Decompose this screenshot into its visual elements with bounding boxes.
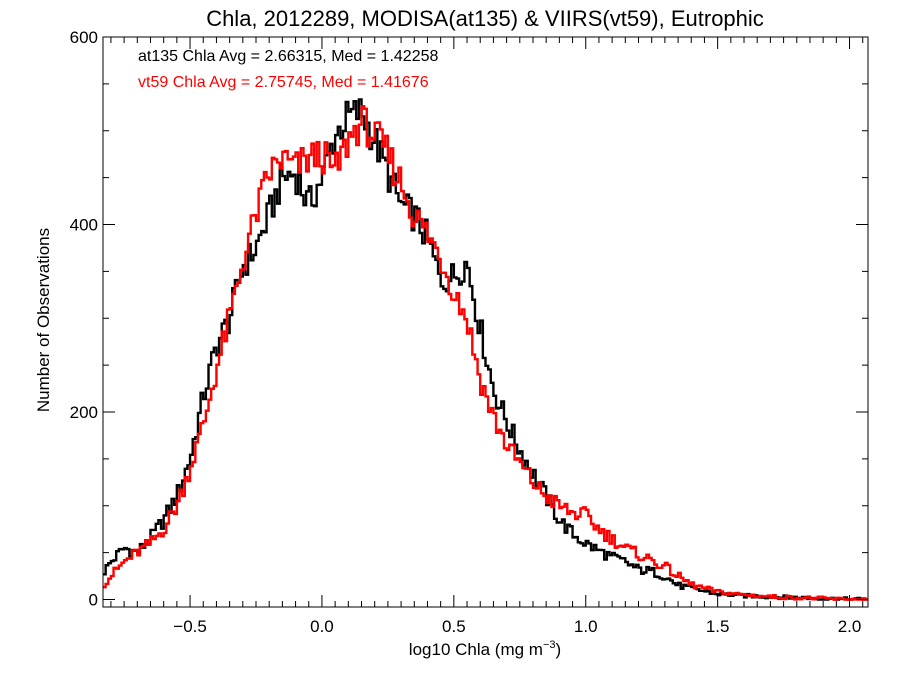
annotation-0: at135 Chla Avg = 2.66315, Med = 1.42258 [138, 48, 438, 65]
x-tick-label: 0.5 [442, 617, 466, 636]
x-tick-label: 2.0 [838, 617, 862, 636]
axis-ticks: −0.5 0.0 0.5 1.0 1.5 2.0 0 200 400 600 [70, 28, 868, 636]
plot-series [103, 98, 868, 601]
annotations: at135 Chla Avg = 2.66315, Med = 1.42258 v… [138, 48, 438, 91]
y-axis-label: Number of Observations [34, 228, 53, 412]
x-tick-label: 1.5 [706, 617, 730, 636]
x-tick-label: 1.0 [574, 617, 598, 636]
x-axis-label-close: ) [556, 640, 562, 659]
x-tick-label: −0.5 [173, 617, 207, 636]
chart-title: Chla, 2012289, MODISA(at135) & VIIRS(vt5… [206, 6, 764, 31]
series-step-line-0 [103, 98, 868, 601]
x-tick-label: 0.0 [310, 617, 334, 636]
plot-frame [102, 36, 869, 608]
x-axis-label-superscript: −3 [543, 639, 556, 651]
x-axis-label-main: log10 Chla (mg m [409, 640, 543, 659]
y-tick-label: 0 [89, 591, 98, 610]
annotation-1: vt59 Chla Avg = 2.75745, Med = 1.41676 [138, 74, 429, 91]
series-step-line-1 [103, 105, 868, 601]
y-tick-label: 600 [70, 28, 98, 47]
y-tick-label: 200 [70, 403, 98, 422]
y-tick-label: 400 [70, 216, 98, 235]
x-axis-label: log10 Chla (mg m−3) [409, 639, 561, 659]
